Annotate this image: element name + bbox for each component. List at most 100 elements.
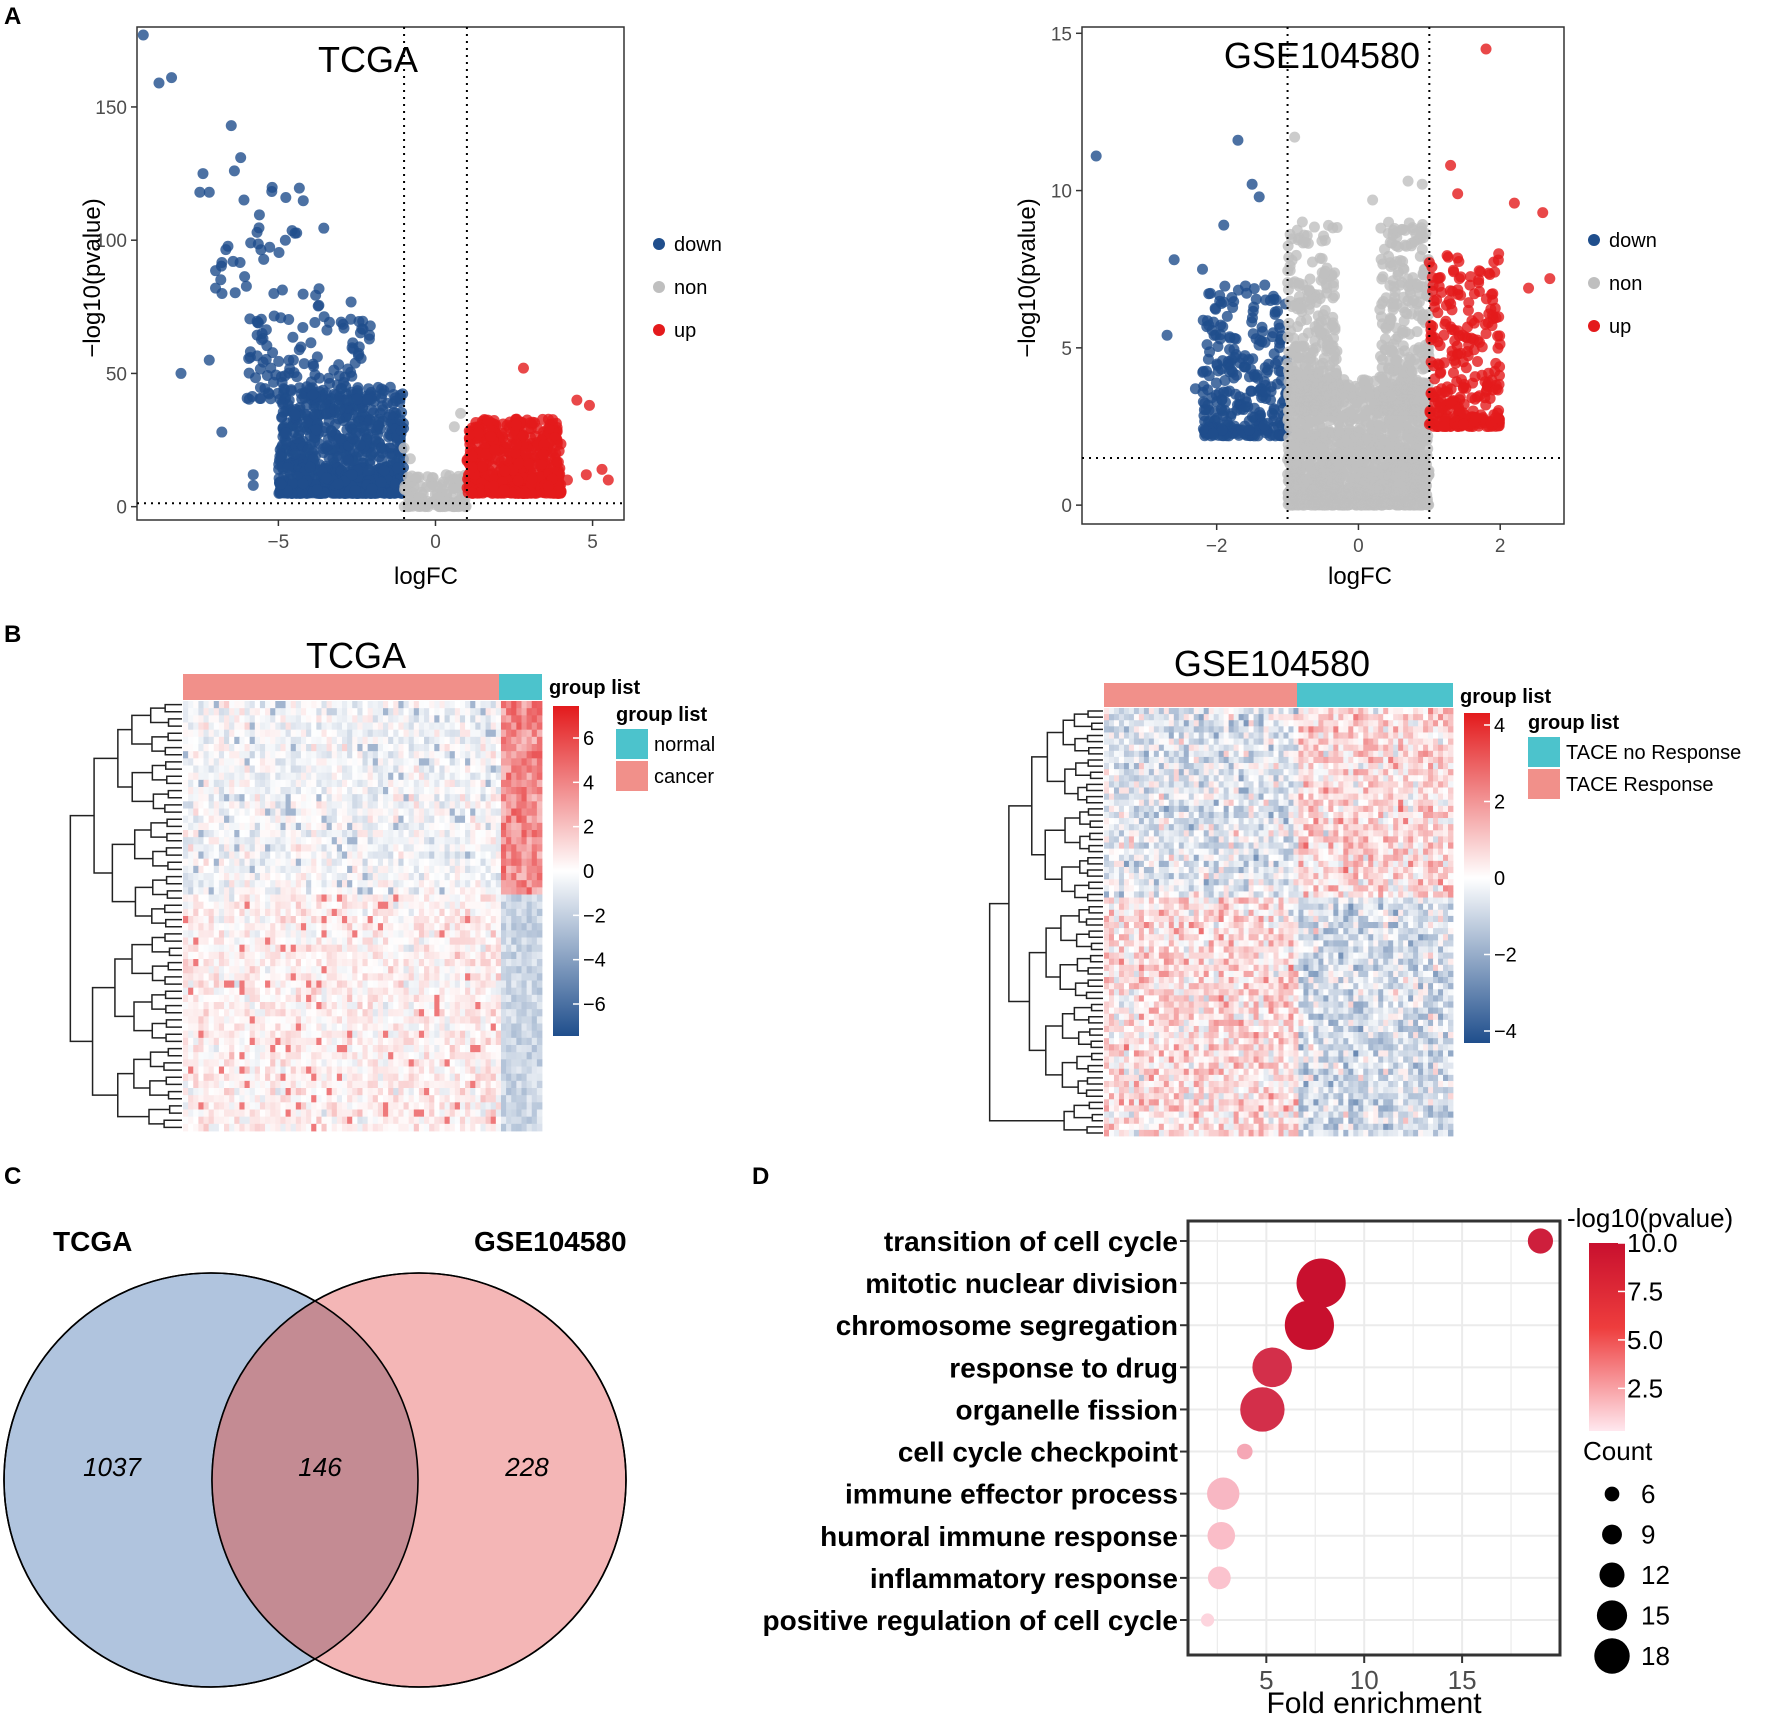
volcano-point-non — [1385, 313, 1397, 325]
heatmap-cell — [352, 722, 358, 731]
volcano-point-non — [1296, 216, 1308, 228]
heatmap-cell — [316, 722, 322, 731]
heatmap-cell — [372, 708, 379, 716]
dendrogram-branch — [69, 814, 95, 1043]
heatmap-cell — [347, 715, 353, 723]
volcano-point-up — [1494, 330, 1506, 342]
volcano-point-up — [1432, 307, 1444, 319]
volcano-point-down — [318, 222, 330, 234]
heatmap-cell — [434, 701, 440, 709]
volcano-point-down — [325, 425, 337, 437]
heatmap-cell — [444, 729, 451, 738]
heatmap-cell — [372, 736, 379, 745]
volcano-point-down — [280, 427, 292, 439]
volcano-point-up — [1460, 362, 1472, 374]
heatmap-cell — [388, 715, 394, 723]
heatmap-cell — [188, 744, 194, 752]
heatmap-cell — [336, 744, 343, 752]
volcano-point-down — [254, 382, 266, 394]
dendrogram-branch — [165, 1019, 182, 1028]
volcano-point-non — [1292, 352, 1304, 364]
volcano-point-down — [1207, 428, 1219, 440]
heatmap-cell — [424, 722, 430, 731]
dendrogram-branch — [163, 1062, 182, 1071]
heatmap-cell — [265, 701, 271, 709]
heatmap-cell — [383, 736, 389, 745]
volcano-point-down — [1197, 365, 1209, 377]
heatmap-cell — [449, 701, 456, 709]
heatmap-cell — [352, 708, 358, 716]
heatmap-cell — [259, 744, 266, 752]
heatmap-cell — [326, 736, 333, 745]
heatmap-cell — [295, 736, 302, 745]
volcano-point-up — [476, 461, 488, 473]
heatmap-cell — [270, 729, 276, 738]
heatmap-cell — [249, 701, 256, 709]
volcano-point-down — [240, 280, 252, 292]
heatmap-cell — [341, 744, 348, 752]
volcano-geo-xlabel: logFC — [1328, 563, 1392, 590]
heatmap-cell — [224, 744, 230, 752]
volcano-tcga-points — [137, 29, 614, 513]
heatmap-cell — [300, 736, 307, 745]
heatmap-cell — [224, 701, 230, 709]
heatmap-cell — [239, 744, 245, 752]
volcano-point-down — [1248, 301, 1260, 313]
volcano-point-down — [351, 393, 363, 405]
volcano-point-down — [1253, 191, 1265, 203]
volcano-point-up — [499, 465, 511, 477]
volcano-point-down — [194, 186, 206, 198]
heatmap-cell — [341, 715, 348, 723]
volcano-point-non — [1294, 393, 1306, 405]
volcano-point-down — [241, 392, 253, 404]
heatmap-cell — [259, 715, 266, 723]
volcano-point-down — [357, 421, 369, 433]
heatmap-cell — [254, 736, 261, 745]
heatmap-cell — [326, 729, 333, 738]
heatmap-cell — [280, 744, 286, 752]
volcano-point-down — [203, 186, 215, 198]
dendrogram-branch — [163, 1119, 182, 1129]
dendrogram-branch — [133, 1058, 151, 1089]
heatmap-cell — [418, 722, 425, 731]
dendrogram-branch — [93, 757, 118, 874]
volcano-point-non — [1406, 380, 1418, 392]
heatmap-cell — [424, 715, 430, 723]
volcano-point-down — [293, 344, 305, 356]
heatmap-cell — [434, 708, 440, 716]
heatmap-cell — [413, 736, 420, 745]
volcano-point-up — [1455, 374, 1467, 386]
heatmap-cell — [388, 736, 394, 745]
volcano-point-up — [602, 474, 614, 486]
volcano-point-down — [1090, 150, 1102, 162]
volcano-point-down — [277, 406, 289, 418]
volcano-point-down — [283, 314, 295, 326]
volcano-point-up — [1457, 407, 1469, 419]
volcano-point-non — [1377, 374, 1389, 386]
heatmap-cell — [408, 729, 415, 738]
volcano-point-down — [1203, 288, 1215, 300]
heatmap-cell — [521, 701, 528, 709]
dendrogram-branch — [149, 1051, 169, 1068]
heatmap-cell — [418, 715, 425, 723]
heatmap-cell — [388, 729, 394, 738]
volcano-point-non — [1319, 431, 1331, 443]
heatmap-cell — [229, 701, 235, 709]
heatmap-cell — [393, 722, 399, 731]
heatmap-cell — [367, 736, 374, 745]
legend-non-label: non — [674, 277, 707, 299]
volcano-point-down — [238, 194, 250, 206]
volcano-point-down — [1221, 310, 1233, 322]
heatmap-cell — [311, 722, 317, 731]
volcano-tcga-xlabel: logFC — [394, 563, 458, 590]
volcano-point-non — [1405, 394, 1417, 406]
volcano-point-non — [1380, 292, 1392, 304]
heatmap-tcga-title: TCGA — [306, 635, 406, 676]
dendrogram-branch — [164, 703, 182, 713]
heatmap-cell — [239, 729, 245, 738]
volcano-point-down — [253, 209, 265, 221]
heatmap-cell — [454, 708, 461, 716]
heatmap-cell — [249, 708, 256, 716]
heatmap-cell — [362, 722, 369, 731]
heatmap-cell — [362, 715, 369, 723]
